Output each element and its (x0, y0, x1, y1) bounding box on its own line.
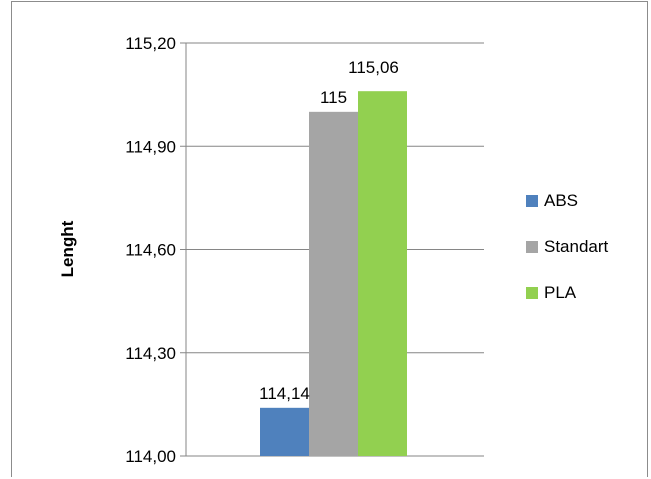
y-tick-label: 114,00 (125, 447, 176, 466)
bar-pla (358, 91, 407, 456)
legend-swatch-abs (526, 195, 538, 207)
y-axis-title: Lenght (58, 220, 77, 277)
bars (260, 91, 407, 456)
bar-standart (309, 111, 358, 456)
data-label-abs: 114,14 (259, 384, 310, 403)
data-label-standart: 115 (320, 88, 347, 107)
bar-abs (260, 407, 309, 456)
y-tick-label: 115,20 (125, 34, 176, 53)
data-label-pla: 115,06 (348, 58, 399, 77)
legend-label-standart: Standart (544, 237, 609, 256)
y-tick-label: 114,90 (125, 137, 176, 156)
y-tick-label: 114,30 (125, 344, 176, 363)
legend-swatch-pla (526, 287, 538, 299)
legend: ABS Standart PLA (526, 191, 609, 302)
legend-label-abs: ABS (544, 191, 578, 210)
y-axis-ticks: 114,00 114,30 114,60 114,90 115,20 (125, 34, 186, 466)
y-tick-label: 114,60 (125, 241, 176, 260)
legend-swatch-standart (526, 241, 538, 253)
legend-label-pla: PLA (544, 283, 577, 302)
